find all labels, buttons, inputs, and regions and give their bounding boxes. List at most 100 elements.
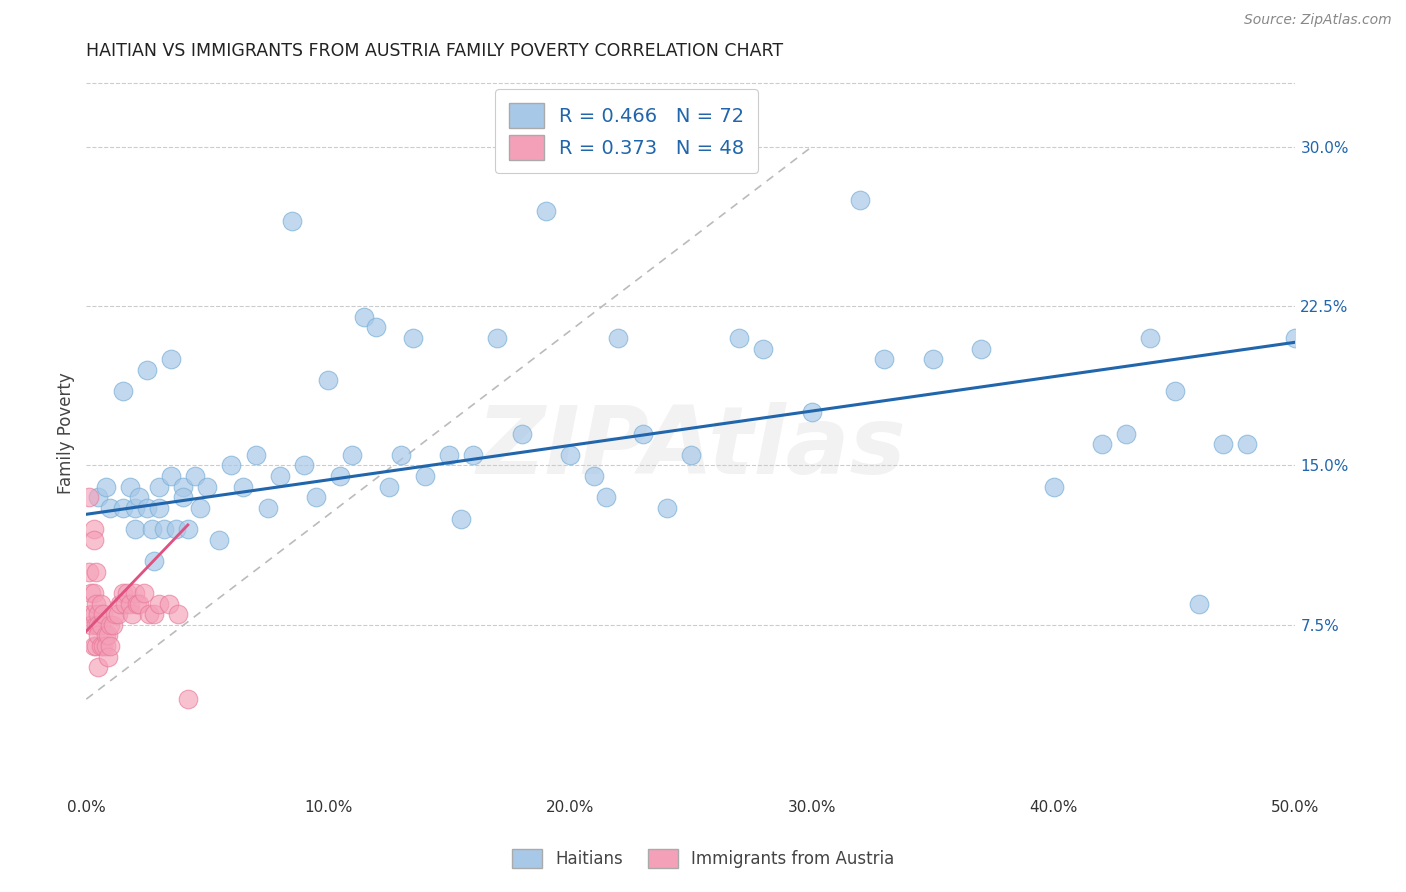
Point [195,480,218,494]
Point [849,193,872,207]
Point [1042,480,1064,494]
Point [177,692,200,706]
Point [534,203,557,218]
Point [94,480,117,494]
Point [595,491,617,505]
Point [111,586,134,600]
Point [752,342,775,356]
Point [413,469,436,483]
Point [607,331,630,345]
Point [172,491,194,505]
Point [90,617,112,632]
Point [111,500,134,515]
Point [135,363,157,377]
Point [1115,426,1137,441]
Point [1212,437,1234,451]
Point [87,607,110,621]
Point [128,491,150,505]
Point [160,352,183,367]
Point [160,469,183,483]
Point [1139,331,1161,345]
Point [389,448,412,462]
Point [128,597,150,611]
Point [97,628,120,642]
Point [125,597,148,611]
Point [177,522,200,536]
Point [84,617,107,632]
Point [118,480,141,494]
Point [118,597,141,611]
Point [124,522,146,536]
Point [583,469,606,483]
Point [84,639,107,653]
Point [111,384,134,398]
Point [655,500,678,515]
Point [83,586,105,600]
Point [83,533,105,547]
Point [84,565,107,579]
Point [316,374,339,388]
Point [135,500,157,515]
Point [256,500,278,515]
Point [80,617,103,632]
Point [80,607,103,621]
Point [87,617,110,632]
Point [100,617,122,632]
Point [437,448,460,462]
Point [91,607,114,621]
Point [970,342,993,356]
Point [167,607,190,621]
Point [1188,597,1211,611]
Point [87,628,110,642]
Point [104,607,127,621]
Point [1236,437,1258,451]
Legend: R = 0.466   N = 72, R = 0.373   N = 48: R = 0.466 N = 72, R = 0.373 N = 48 [495,89,758,173]
Point [134,586,156,600]
Point [157,597,180,611]
Point [87,491,110,505]
Point [728,331,751,345]
Point [84,597,107,611]
Point [679,448,702,462]
Point [87,660,110,674]
Text: Source: ZipAtlas.com: Source: ZipAtlas.com [1244,13,1392,28]
Point [108,597,131,611]
Point [245,448,267,462]
Text: ZIPAtlas: ZIPAtlas [477,402,905,494]
Point [83,522,105,536]
Point [1163,384,1185,398]
Point [873,352,896,367]
Point [91,639,114,653]
Point [558,448,581,462]
Point [353,310,375,324]
Y-axis label: Family Poverty: Family Poverty [58,373,75,494]
Point [1091,437,1114,451]
Point [232,480,254,494]
Point [172,480,194,494]
Point [366,320,388,334]
Point [90,639,112,653]
Point [100,500,122,515]
Point [80,586,103,600]
Point [269,469,291,483]
Point [107,607,129,621]
Point [800,405,823,419]
Point [402,331,425,345]
Point [124,500,146,515]
Point [329,469,352,483]
Point [143,554,166,568]
Point [921,352,943,367]
Point [77,565,100,579]
Legend: Haitians, Immigrants from Austria: Haitians, Immigrants from Austria [505,842,901,875]
Point [101,617,124,632]
Point [121,607,143,621]
Point [165,522,187,536]
Point [143,607,166,621]
Point [486,331,509,345]
Point [117,586,139,600]
Point [148,597,170,611]
Point [124,586,146,600]
Point [377,480,399,494]
Point [342,448,364,462]
Point [221,458,243,473]
